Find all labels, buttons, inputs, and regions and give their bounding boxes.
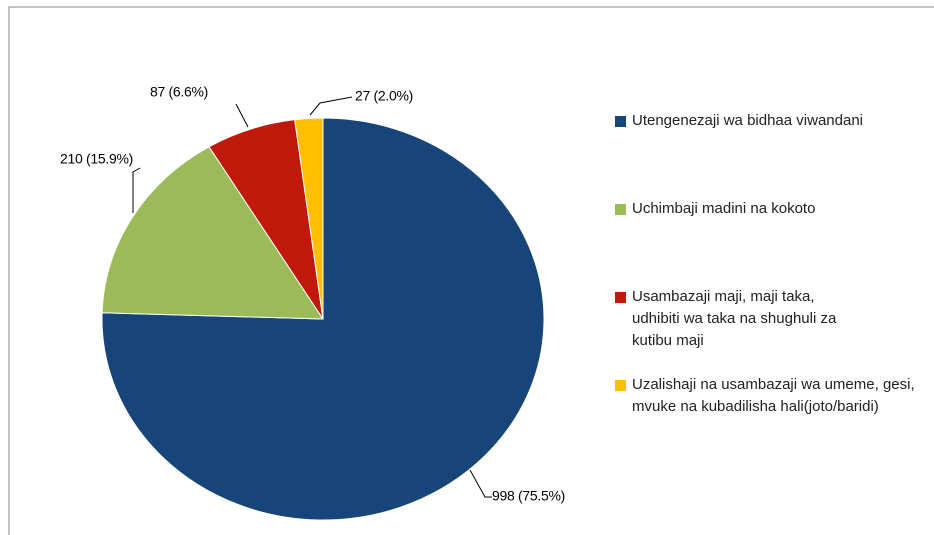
- legend-label: Usambazaji maji, maji taka, udhibiti wa …: [632, 288, 837, 349]
- legend-label: Uchimbaji madini na kokoto: [632, 200, 816, 217]
- leader-line: [132, 167, 141, 213]
- pie-slice: [101, 146, 324, 320]
- legend-swatch: [615, 380, 626, 391]
- frame: [8, 6, 934, 535]
- legend-label: Uzalishaji na usambazaji wa umeme, gesi,…: [632, 376, 915, 415]
- data-label: 210 (15.9%): [60, 151, 133, 167]
- legend-swatch: [615, 116, 626, 127]
- data-label: 27 (2.0%): [355, 88, 413, 104]
- leader-line: [469, 469, 492, 498]
- legend-swatch: [615, 204, 626, 215]
- leader-line: [235, 103, 249, 128]
- legend-label: Utengenezaji wa bidhaa viwandani: [632, 112, 863, 129]
- legend-swatch: [615, 292, 626, 303]
- data-label: 998 (75.5%): [492, 488, 565, 504]
- leader-line: [309, 96, 353, 116]
- data-label: 87 (6.6%): [150, 84, 208, 100]
- pie-slice: [294, 117, 324, 320]
